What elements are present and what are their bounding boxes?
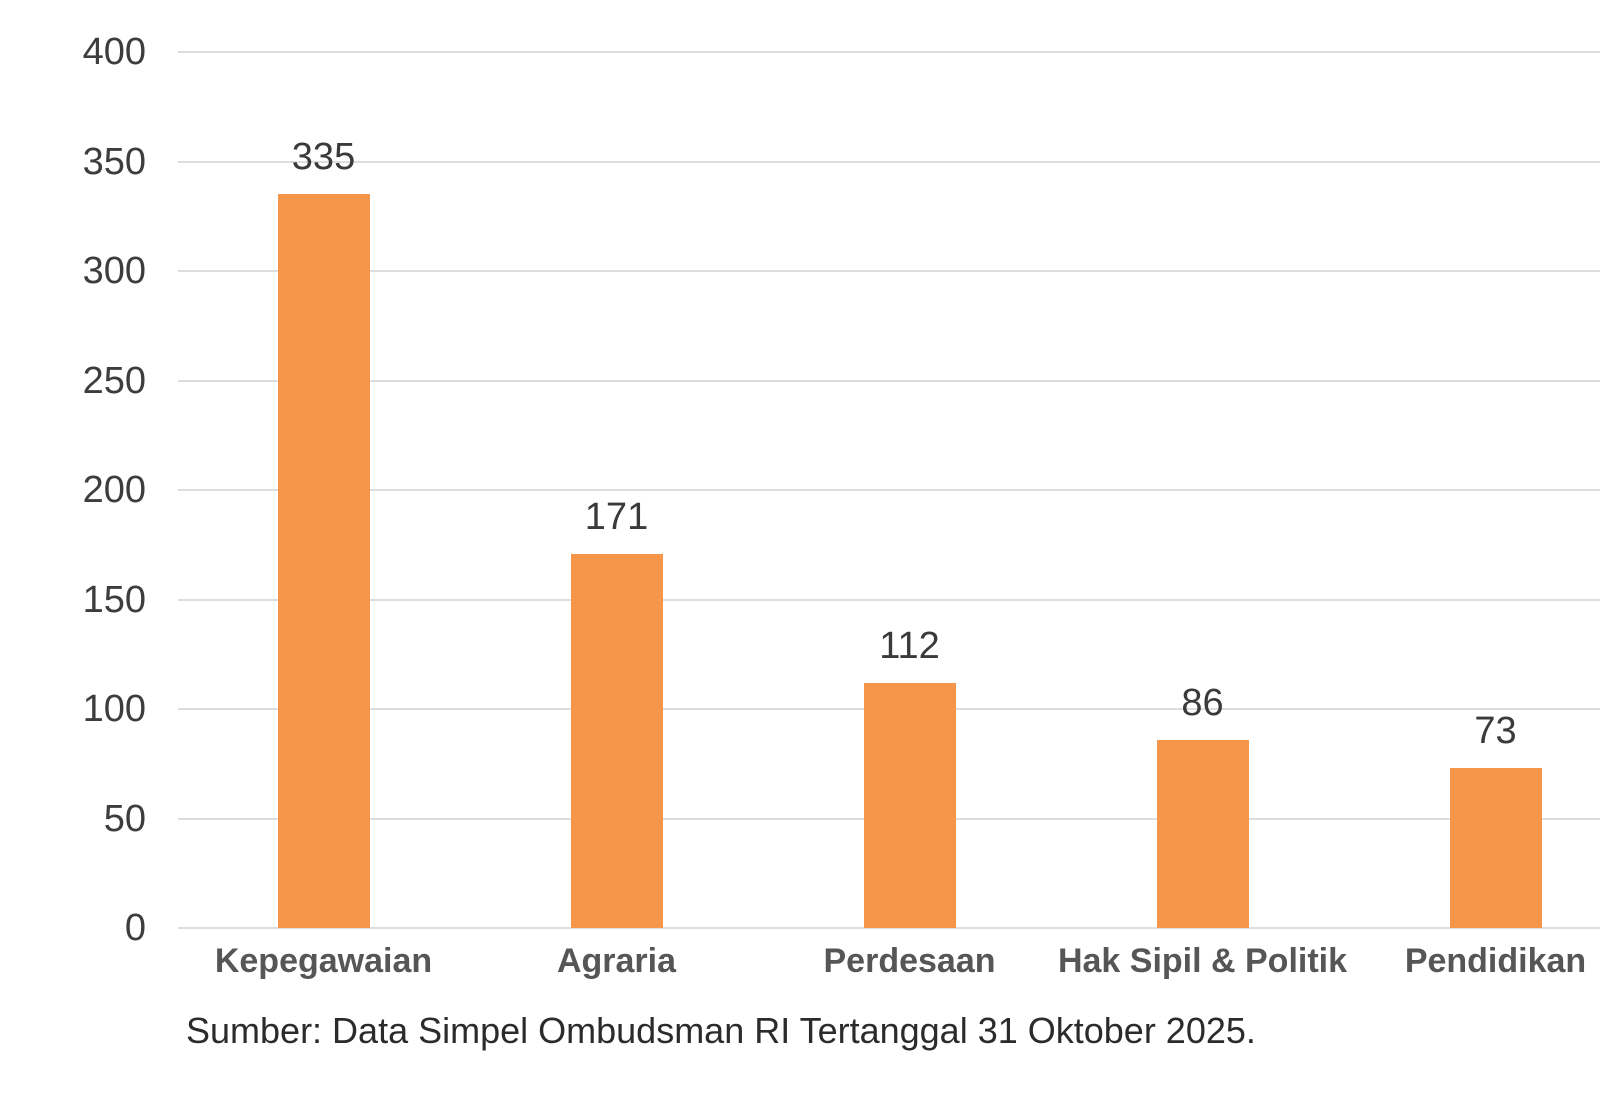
gridline	[178, 379, 1600, 382]
y-axis-tick-label: 0	[124, 907, 146, 949]
bar-value-label: 73	[1474, 710, 1517, 753]
bar-perdesaan	[863, 682, 956, 928]
bar-pendidikan	[1449, 768, 1542, 928]
bar-value-label: 171	[584, 495, 649, 538]
bar-kepegawaian	[277, 194, 370, 928]
bar-value-label: 112	[879, 624, 940, 667]
y-axis-tick-label: 350	[82, 140, 146, 183]
gridline	[178, 489, 1600, 491]
x-axis-category-label: Perdesaan	[823, 942, 996, 980]
y-axis-tick-label: 400	[82, 31, 146, 73]
bar-agraria	[570, 553, 663, 928]
x-axis-category-label: Agraria	[556, 942, 677, 980]
y-axis-tick-label: 100	[82, 688, 146, 730]
x-axis-category-label: Pendidikan	[1404, 942, 1587, 980]
y-axis-tick-label: 50	[103, 797, 146, 840]
gridline	[178, 927, 1600, 929]
x-axis-category-label: Kepegawaian	[214, 942, 433, 980]
source-note: Sumber: Data Simpel Ombudsman RI Tertang…	[186, 1010, 1256, 1051]
y-axis-tick-label: 300	[82, 250, 146, 292]
y-axis-tick-label: 200	[82, 469, 146, 511]
y-axis-tick-label: 250	[82, 359, 146, 402]
gridline	[178, 270, 1600, 272]
x-axis-category-label: Hak Sipil & Politik	[1057, 942, 1348, 980]
bar-hak-sipil-politik	[1156, 739, 1249, 928]
gridline	[178, 51, 1600, 53]
bar-value-label: 86	[1181, 681, 1224, 724]
y-axis-tick-label: 150	[82, 578, 146, 621]
gridline	[178, 598, 1600, 601]
bar-value-label: 335	[291, 136, 356, 179]
gridline	[178, 160, 1600, 163]
